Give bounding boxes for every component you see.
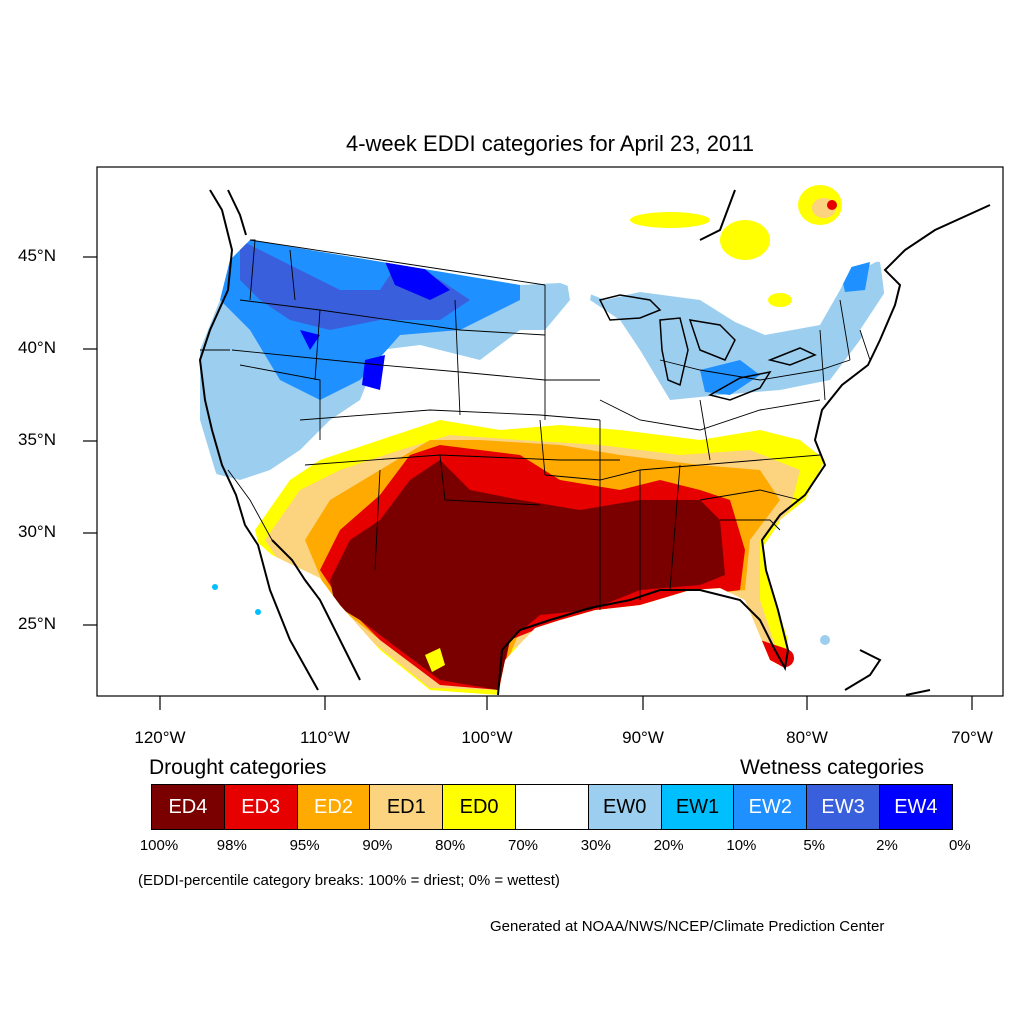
legend-box-ed2: ED2 bbox=[296, 784, 371, 830]
credit-line: Generated at NOAA/NWS/NCEP/Climate Predi… bbox=[490, 918, 885, 935]
legend-box-ed3: ED3 bbox=[223, 784, 298, 830]
lat-label-45: 45°N bbox=[18, 246, 56, 265]
percentile-break: 98% bbox=[216, 837, 247, 854]
legend-box-ed1: ED1 bbox=[369, 784, 444, 830]
percentile-break: 10% bbox=[726, 837, 757, 854]
drought-heading: Drought categories bbox=[149, 756, 327, 779]
isolated-blobs bbox=[212, 185, 842, 667]
lat-label-40: 40°N bbox=[18, 338, 56, 357]
lon-label-120: 120°W bbox=[134, 728, 186, 747]
percentile-break: 80% bbox=[435, 837, 466, 854]
wetness-heading: Wetness categories bbox=[740, 756, 925, 779]
percentile-break: 30% bbox=[580, 837, 611, 854]
legend-box-neutral bbox=[515, 784, 589, 830]
percentile-break: 0% bbox=[948, 837, 971, 854]
lat-label-30: 30°N bbox=[18, 522, 56, 541]
percentile-break: 2% bbox=[876, 837, 898, 854]
legend-box-ew4: EW4 bbox=[879, 784, 953, 830]
percentile-break: 70% bbox=[507, 837, 539, 854]
state-borders bbox=[200, 239, 871, 610]
percentile-break: 100% bbox=[139, 837, 179, 854]
percentile-break: 5% bbox=[803, 837, 826, 854]
ed4-region bbox=[330, 460, 725, 690]
plot-frame bbox=[96, 166, 1004, 697]
ed0-blob-texas bbox=[425, 648, 445, 672]
percentile-break: 20% bbox=[653, 837, 684, 854]
axis-ticks bbox=[83, 256, 973, 710]
lon-label-80: 80°W bbox=[786, 728, 828, 747]
lon-label-90: 90°W bbox=[622, 728, 664, 747]
coastlines bbox=[198, 189, 991, 696]
great-lakes bbox=[598, 294, 817, 401]
legend-box-ew1: EW1 bbox=[660, 784, 735, 830]
ew4-region-north bbox=[300, 250, 450, 390]
legend-box-ew0: EW0 bbox=[587, 784, 662, 830]
category-note: (EDDI-percentile category breaks: 100% =… bbox=[138, 872, 560, 889]
legend-box-ed0: ED0 bbox=[442, 784, 516, 830]
legend-box-ew2: EW2 bbox=[733, 784, 808, 830]
legend-box-ed4: ED4 bbox=[151, 784, 225, 830]
percentile-break: 95% bbox=[289, 837, 320, 854]
percentile-break: 90% bbox=[362, 837, 393, 854]
lon-label-110: 110°W bbox=[300, 728, 350, 747]
lon-label-70: 70°W bbox=[951, 728, 993, 747]
legend-box-ew3: EW3 bbox=[806, 784, 880, 830]
lat-label-35: 35°N bbox=[18, 430, 56, 449]
lat-label-25: 25°N bbox=[18, 614, 56, 633]
lon-label-100: 100°W bbox=[461, 728, 513, 747]
ew2-region-east bbox=[700, 262, 870, 395]
map-title: 4-week EDDI categories for April 23, 201… bbox=[345, 131, 755, 156]
